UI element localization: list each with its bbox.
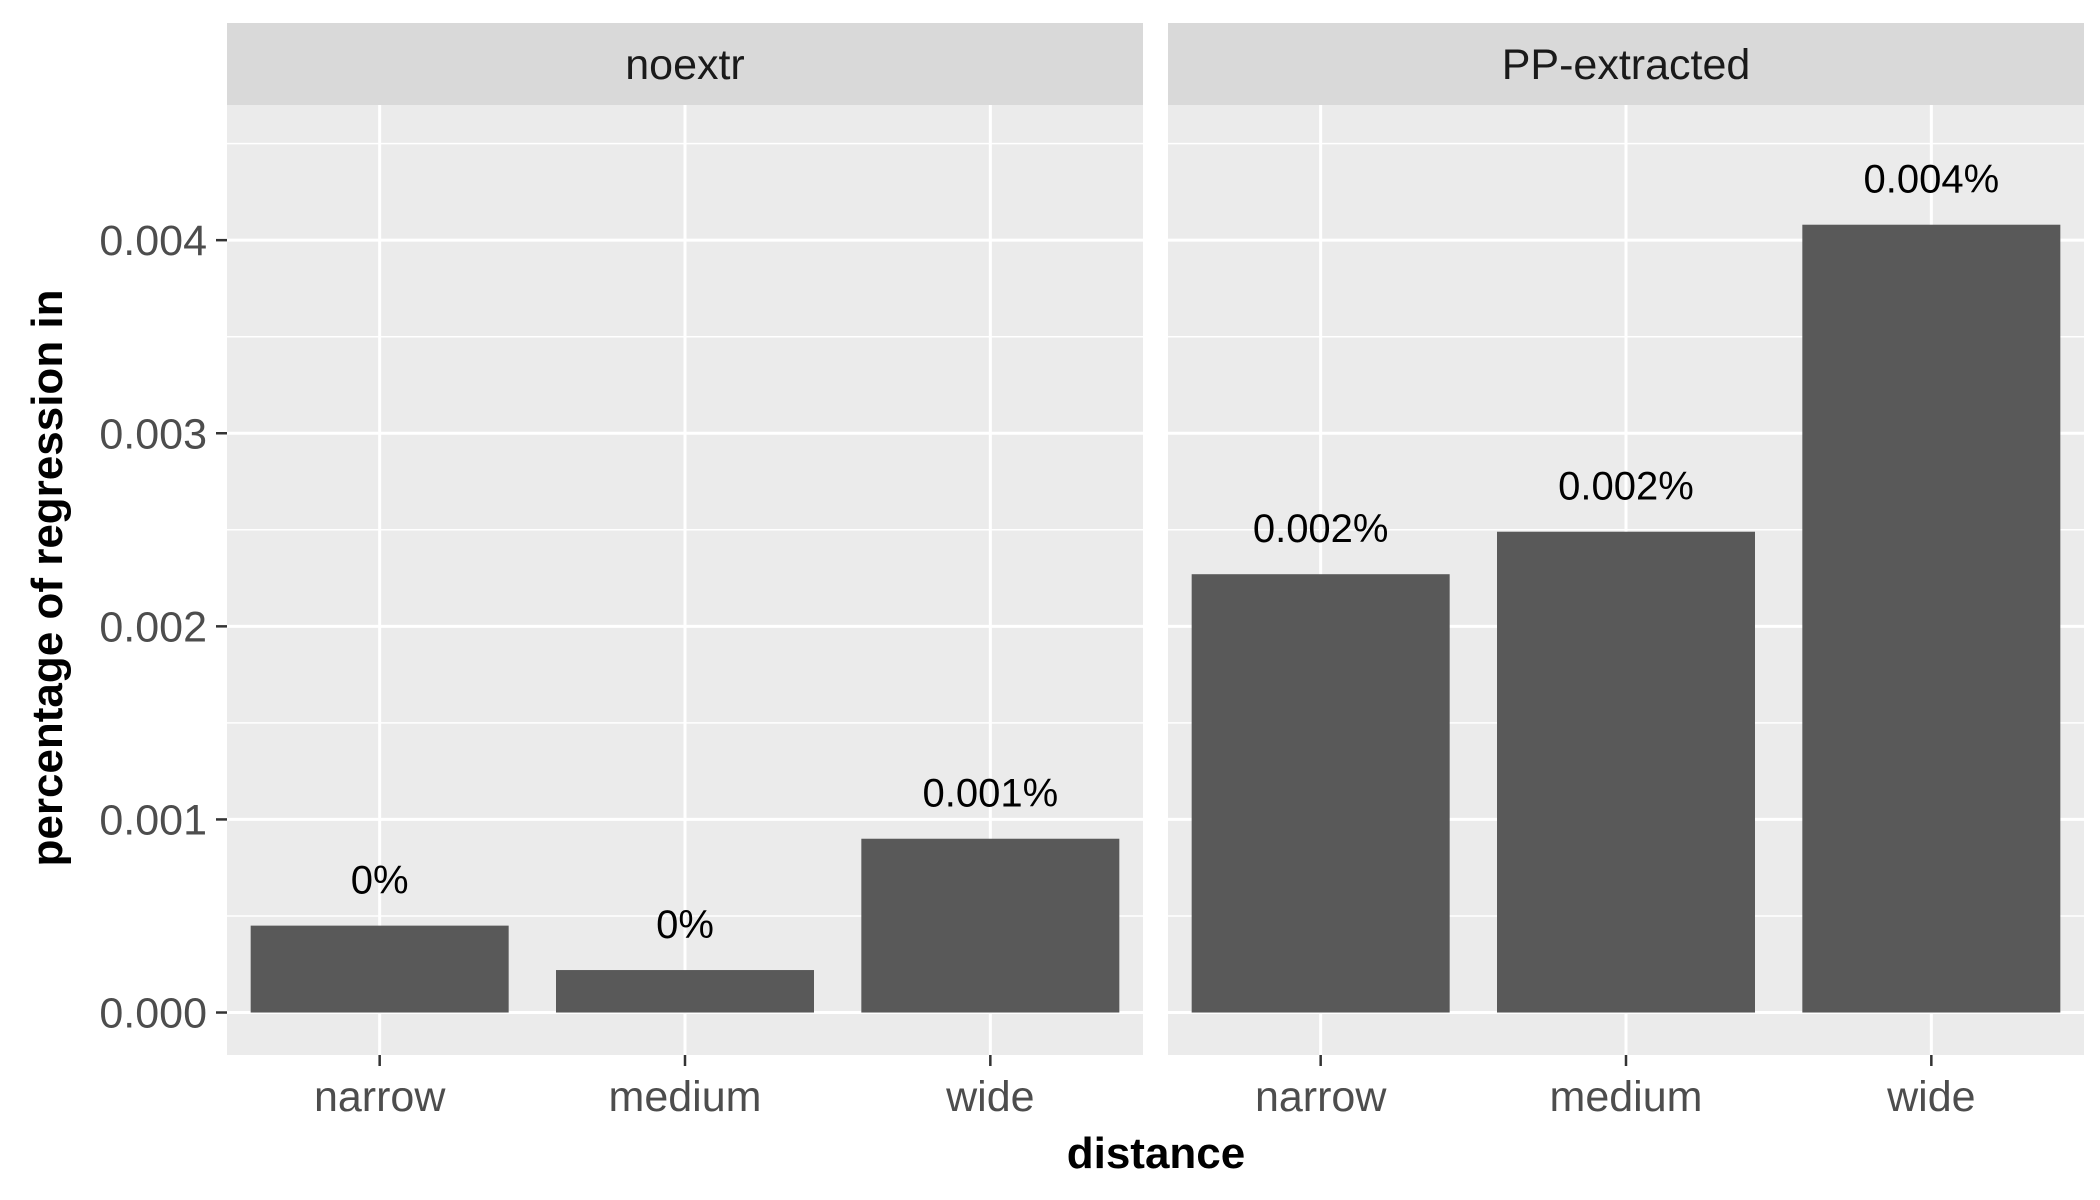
y-tick-label: 0.000 [99,990,207,1038]
x-tick-label-wide: wide [1886,1073,1975,1121]
bar-noextr-narrow [250,925,509,1013]
data-label-noextr-wide: 0.001% [922,772,1058,816]
data-label-PP-extracted-wide: 0.004% [1863,158,1999,202]
data-label-noextr-medium: 0% [656,903,714,947]
x-tick-label-narrow: narrow [1255,1073,1387,1121]
x-tick-label-narrow: narrow [314,1073,446,1121]
data-label-PP-extracted-narrow: 0.002% [1253,507,1389,551]
bar-PP-extracted-narrow [1191,574,1450,1013]
facet-strip-label: PP-extracted [1502,41,1751,89]
facet-panel-PP-extracted: 0.002% 0.002% 0.004% narrow medium wide PP-ext… [1168,23,2084,1121]
panels-layer: 0%0%0.001%narrow medium widenoextr0.002%0.… [227,23,2084,1121]
bar-PP-extracted-wide [1802,224,2061,1013]
bar-noextr-medium [556,970,814,1013]
x-tick-label-medium: medium [609,1073,762,1121]
facet-panel-noextr: 0% 0% 0.001% narrow medium wide noextr [227,23,1143,1121]
bar-PP-extracted-medium [1497,531,1755,1013]
y-tick-label: 0.003 [99,410,207,458]
x-tick-label-wide: wide [945,1073,1034,1121]
y-axis: 0.000 0.001 0.002 0.003 0.004 [99,217,227,1038]
y-tick-label: 0.001 [99,796,207,844]
facet-strip [1168,23,2084,105]
facet-strip-label: noextr [625,41,745,89]
x-axis-title: distance [1067,1129,1246,1178]
y-axis-title: percentage of regression in [23,289,72,866]
bar-noextr-wide [861,838,1120,1013]
y-tick-label: 0.004 [99,217,207,265]
facet-strip [227,23,1143,105]
data-label-PP-extracted-medium: 0.002% [1558,465,1694,509]
y-tick-label: 0.002 [99,603,207,651]
data-label-noextr-narrow: 0% [351,859,409,903]
x-tick-label-medium: medium [1550,1073,1703,1121]
